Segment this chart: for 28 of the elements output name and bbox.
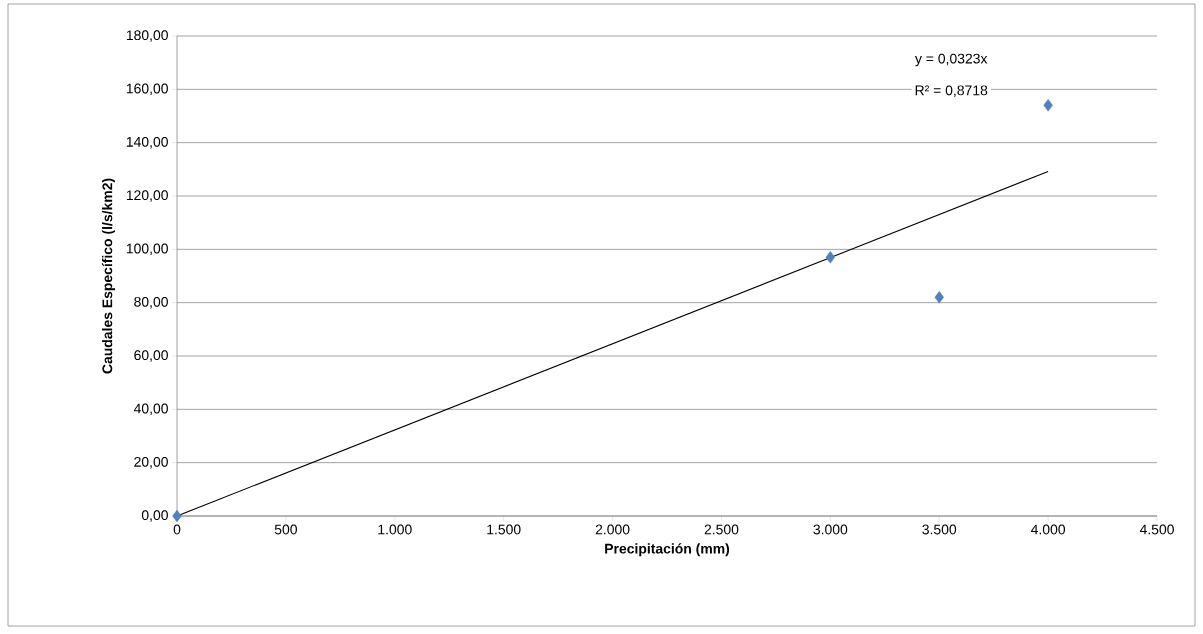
y-tick-label: 0,00 [141, 510, 168, 522]
y-tick-label: 80,00 [134, 296, 168, 309]
x-tick-label: 1.500 [487, 524, 521, 535]
point [1043, 99, 1053, 112]
x-tick-label: 3.500 [922, 524, 957, 535]
y-tick-label: 160,00 [126, 83, 168, 96]
x-tick-label: 2.500 [704, 524, 739, 535]
y-tick-label: 100,00 [126, 243, 168, 256]
x-tick-label: 4.500 [1139, 524, 1174, 535]
y-tick-label: 140,00 [126, 136, 168, 149]
y-tick-label: 40,00 [133, 403, 168, 416]
x-tick-label: 500 [274, 524, 297, 535]
x-tick-label: 0 [173, 524, 181, 535]
point [934, 291, 944, 304]
y-tick-label: 60,00 [134, 350, 168, 362]
x-tick-label: 3.000 [813, 524, 848, 535]
x-tick-label: 4.000 [1030, 524, 1066, 535]
annotation: R² = 0,8718 [915, 85, 988, 97]
x-axis-title: Precipitación (mm) [605, 543, 730, 557]
y-tick-label: 180,00 [126, 30, 168, 42]
annotation: y = 0,0323x [914, 53, 988, 67]
point [825, 251, 836, 264]
point [172, 509, 182, 523]
x-tick-label: 1.000 [378, 524, 412, 535]
x-tick-label: 2.000 [595, 524, 630, 535]
y-axis-title: Caudales Específico (l/s/km2) [101, 178, 116, 374]
y-tick-label: 20,00 [134, 456, 168, 469]
y-tick-label: 120,00 [126, 190, 168, 202]
